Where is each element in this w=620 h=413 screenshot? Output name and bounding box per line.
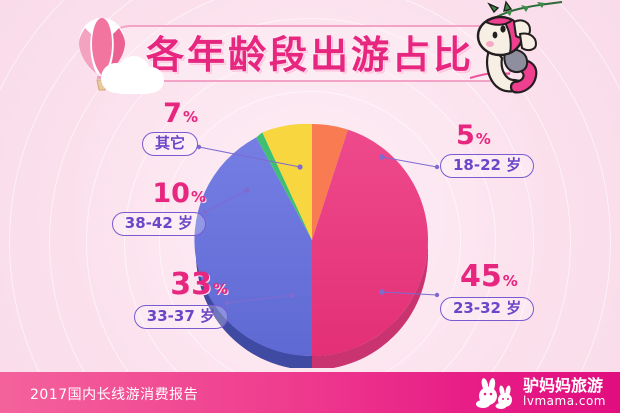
label-38-42[interactable]: 10% 38-42 岁: [40, 180, 206, 236]
brand-name-en: lvmama.com: [523, 394, 606, 409]
label-33-37-pct: 33%: [60, 270, 228, 300]
donkey-mascot-icon: [470, 0, 563, 94]
percent-symbol: %: [502, 272, 518, 290]
brand-logo[interactable]: 驴妈妈旅游 lvmama.com: [473, 377, 606, 409]
page-title: 各年龄段出游占比: [145, 33, 474, 77]
label-18-22[interactable]: 5% 18-22 岁: [440, 122, 610, 178]
percent-symbol: %: [475, 130, 491, 148]
label-33-37-name[interactable]: 33-37 岁: [133, 305, 228, 329]
brand-name-cn: 驴妈妈旅游: [523, 376, 604, 396]
label-33-37[interactable]: 33% 33-37 岁: [60, 270, 228, 329]
report-title: 2017国内长线游消费报告: [30, 387, 199, 403]
cloud-icon: [101, 56, 164, 94]
pie-slice-23-32[interactable]: [312, 129, 429, 356]
label-23-32-value: 45: [460, 259, 502, 294]
percent-symbol: %: [190, 188, 206, 206]
label-other-value: 7: [163, 98, 182, 129]
pie-chart: [190, 118, 434, 368]
percent-symbol: %: [182, 108, 198, 126]
label-33-37-value: 33: [170, 267, 212, 302]
label-other[interactable]: 7% 其它: [60, 100, 198, 156]
rabbit-logo-icon: [476, 378, 513, 409]
label-18-22-value: 5: [456, 120, 475, 151]
label-38-42-value: 10: [152, 178, 190, 209]
label-18-22-name[interactable]: 18-22 岁: [440, 154, 535, 178]
footer-bar: 2017国内长线游消费报告 驴妈妈旅游: [0, 372, 620, 413]
label-other-pct: 7%: [60, 100, 198, 127]
title-frame: [102, 25, 518, 82]
label-23-32-pct: 45%: [460, 262, 610, 292]
label-38-42-pct: 10%: [40, 180, 206, 207]
label-38-42-name[interactable]: 38-42 岁: [111, 212, 206, 236]
label-23-32-name[interactable]: 23-32 岁: [440, 297, 535, 321]
label-other-name[interactable]: 其它: [141, 132, 198, 156]
label-18-22-pct: 5%: [456, 122, 610, 149]
pie-slice-18-22[interactable]: [312, 124, 348, 240]
percent-symbol: %: [212, 280, 228, 298]
label-23-32[interactable]: 45% 23-32 岁: [440, 262, 610, 321]
